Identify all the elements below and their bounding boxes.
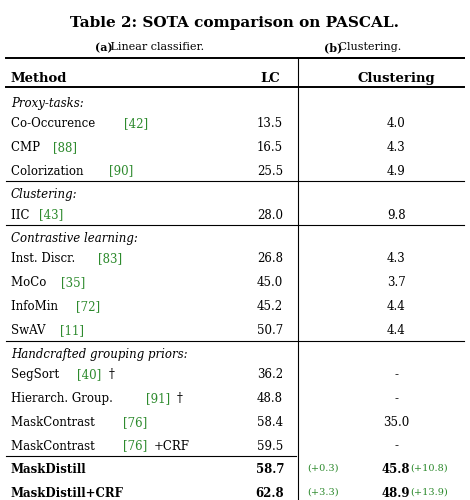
Text: SwAV: SwAV — [11, 324, 49, 337]
Text: 3.7: 3.7 — [387, 276, 406, 289]
Text: †: † — [109, 368, 114, 381]
Text: Inst. Discr.: Inst. Discr. — [11, 252, 79, 266]
Text: Linear classifier.: Linear classifier. — [107, 42, 204, 52]
Text: Clustering.: Clustering. — [336, 42, 402, 52]
Text: 48.8: 48.8 — [257, 392, 283, 405]
Text: 62.8: 62.8 — [256, 488, 284, 500]
Text: 4.3: 4.3 — [387, 141, 406, 154]
Text: 9.8: 9.8 — [387, 208, 406, 222]
Text: Colorization: Colorization — [11, 164, 87, 177]
Text: 58.4: 58.4 — [257, 416, 283, 428]
Text: 58.7: 58.7 — [256, 464, 284, 476]
Text: 4.3: 4.3 — [387, 252, 406, 266]
Text: 28.0: 28.0 — [257, 208, 283, 222]
Text: [72]: [72] — [76, 300, 100, 313]
Text: Co-Occurence: Co-Occurence — [11, 117, 99, 130]
Text: 45.0: 45.0 — [257, 276, 283, 289]
Text: [76]: [76] — [123, 416, 147, 428]
Text: CMP: CMP — [11, 141, 44, 154]
Text: 16.5: 16.5 — [257, 141, 283, 154]
Text: (+10.8): (+10.8) — [410, 464, 447, 472]
Text: Proxy-tasks:: Proxy-tasks: — [11, 97, 84, 110]
Text: Clustering:: Clustering: — [11, 188, 78, 202]
Text: [42]: [42] — [124, 117, 148, 130]
Text: LC: LC — [260, 72, 280, 85]
Text: 36.2: 36.2 — [257, 368, 283, 381]
Text: (b): (b) — [324, 42, 342, 53]
Text: [90]: [90] — [109, 164, 133, 177]
Text: (+3.3): (+3.3) — [307, 488, 339, 496]
Text: SegSort: SegSort — [11, 368, 63, 381]
Text: Method: Method — [11, 72, 67, 85]
Text: 35.0: 35.0 — [383, 416, 409, 428]
Text: Table 2: SOTA comparison on PASCAL.: Table 2: SOTA comparison on PASCAL. — [70, 16, 400, 30]
Text: 4.4: 4.4 — [387, 300, 406, 313]
Text: MoCo: MoCo — [11, 276, 50, 289]
Text: [40]: [40] — [77, 368, 102, 381]
Text: 25.5: 25.5 — [257, 164, 283, 177]
Text: 59.5: 59.5 — [257, 440, 283, 452]
Text: MaskDistill+CRF: MaskDistill+CRF — [11, 488, 124, 500]
Text: 48.9: 48.9 — [382, 488, 410, 500]
Text: IIC: IIC — [11, 208, 33, 222]
Text: MaskContrast: MaskContrast — [11, 416, 98, 428]
Text: [11]: [11] — [60, 324, 84, 337]
Text: 4.0: 4.0 — [387, 117, 406, 130]
Text: Contrastive learning:: Contrastive learning: — [11, 232, 138, 245]
Text: †: † — [177, 392, 183, 405]
Text: 4.4: 4.4 — [387, 324, 406, 337]
Text: [76]: [76] — [123, 440, 147, 452]
Text: MaskDistill: MaskDistill — [11, 464, 86, 476]
Text: Handcrafted grouping priors:: Handcrafted grouping priors: — [11, 348, 188, 361]
Text: 4.9: 4.9 — [387, 164, 406, 177]
Text: Clustering: Clustering — [357, 72, 435, 85]
Text: -: - — [394, 440, 398, 452]
Text: 50.7: 50.7 — [257, 324, 283, 337]
Text: (+0.3): (+0.3) — [307, 464, 339, 472]
Text: +CRF: +CRF — [154, 440, 190, 452]
Text: Hierarch. Group.: Hierarch. Group. — [11, 392, 117, 405]
Text: (+13.9): (+13.9) — [410, 488, 447, 496]
Text: 26.8: 26.8 — [257, 252, 283, 266]
Text: -: - — [394, 392, 398, 405]
Text: MaskContrast: MaskContrast — [11, 440, 98, 452]
Text: [83]: [83] — [98, 252, 122, 266]
Text: 45.2: 45.2 — [257, 300, 283, 313]
Text: InfoMin: InfoMin — [11, 300, 62, 313]
Text: [88]: [88] — [53, 141, 77, 154]
Text: 13.5: 13.5 — [257, 117, 283, 130]
Text: (a): (a) — [95, 42, 112, 53]
Text: -: - — [394, 368, 398, 381]
Text: [91]: [91] — [146, 392, 170, 405]
Text: [35]: [35] — [61, 276, 85, 289]
Text: [43]: [43] — [39, 208, 63, 222]
Text: 45.8: 45.8 — [382, 464, 410, 476]
